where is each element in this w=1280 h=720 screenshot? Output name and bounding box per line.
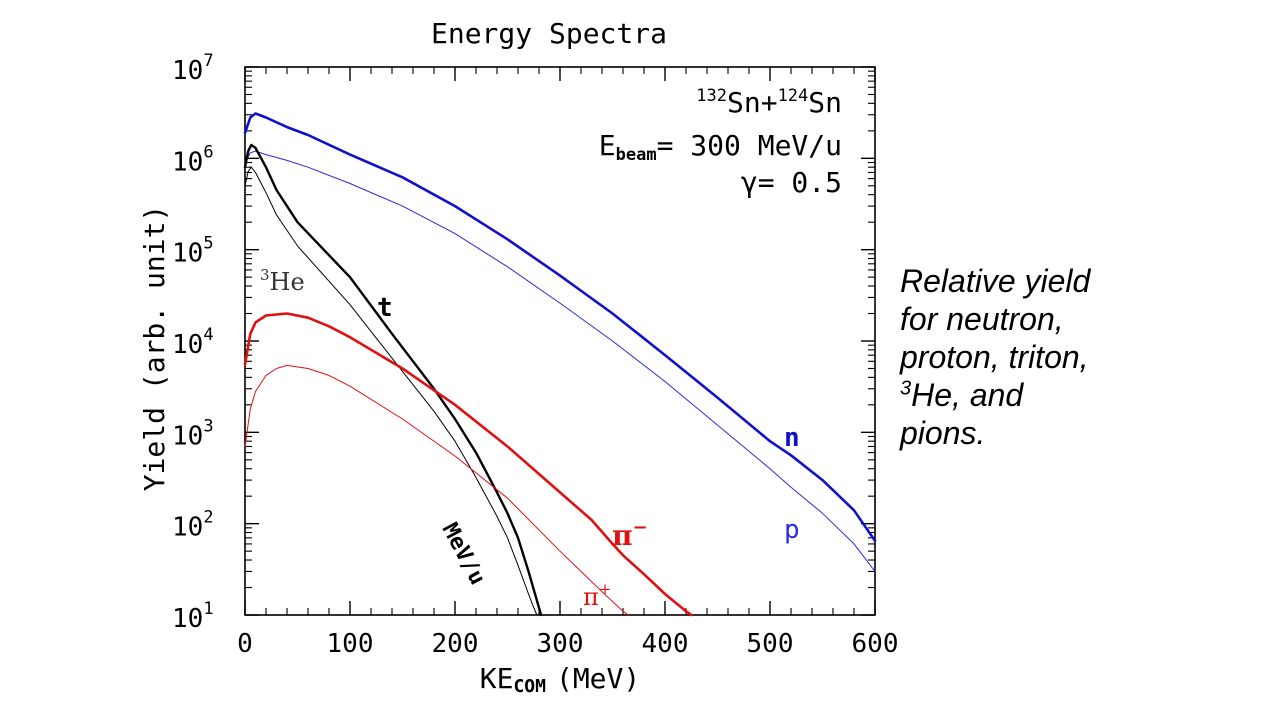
x-axis-label-sub: COM (513, 676, 546, 697)
y-tick-base: 10 (172, 56, 203, 86)
side-note-line4: 3He, and (900, 376, 1260, 414)
chart-title: Energy Spectra (431, 17, 667, 50)
y-tick-exponent: 3 (203, 416, 213, 436)
y-tick-exponent: 4 (203, 325, 213, 345)
series-line-1 (244, 150, 876, 572)
series-line-0 (243, 112, 877, 543)
y-tick-exponent: 1 (203, 599, 213, 619)
label-p: p (784, 515, 800, 545)
x-tick-labels: 0 100 200 300 400 500 600 (237, 629, 898, 659)
y-tick-label: 101 (172, 599, 214, 634)
y-tick-base: 10 (172, 604, 203, 634)
side-note-line3: proton, triton, (900, 339, 1089, 375)
y-tick-label: 104 (172, 325, 214, 360)
reaction-b-mass: 124 (778, 86, 809, 106)
x-tick-label: 500 (747, 629, 794, 659)
y-axis-label: Yield (arb. unit) (138, 205, 171, 492)
label-he3-sup: 3 (260, 266, 270, 284)
y-tick-exponent: 7 (203, 51, 213, 71)
x-ticks (244, 67, 876, 615)
x-axis-label-unit: (MeV) (556, 662, 640, 695)
x-axis-label-main: KE (480, 662, 514, 695)
reaction-a: Sn+ (727, 86, 778, 119)
beam-energy-value: = 300 MeV/u (657, 129, 842, 162)
label-he3: 3He (260, 266, 305, 296)
y-tick-exponent: 2 (203, 508, 213, 528)
y-tick-base: 10 (172, 147, 203, 177)
reaction-a-mass: 132 (696, 86, 727, 106)
side-note-line2: for neutron, (900, 301, 1064, 337)
y-tick-label: 105 (172, 234, 214, 269)
x-tick-label: 100 (327, 629, 374, 659)
y-ticks (245, 66, 875, 616)
reaction-label: 132Sn+124Sn (696, 86, 842, 119)
label-mev-per-u: MeV/u (437, 519, 490, 589)
label-t: t (377, 293, 393, 323)
y-tick-exponent: 5 (203, 234, 213, 254)
x-tick-label: 0 (237, 629, 253, 659)
x-tick-label: 600 (852, 629, 899, 659)
label-pi-minus: π− (612, 517, 648, 552)
side-note-line5: pions. (900, 415, 986, 451)
y-tick-base: 10 (172, 421, 203, 451)
x-tick-label: 300 (537, 629, 584, 659)
side-note-line4-text: He, and (911, 377, 1024, 413)
label-pi-plus: π+ (583, 580, 611, 611)
label-n: n (784, 423, 800, 453)
x-tick-label: 400 (642, 629, 689, 659)
y-tick-label: 102 (172, 508, 214, 543)
series-lines (243, 112, 877, 617)
label-he3-main: He (270, 268, 305, 296)
label-pi-plus-main: π (583, 583, 599, 611)
y-tick-label: 103 (172, 416, 214, 451)
label-pi-minus-main: π (612, 519, 633, 552)
y-tick-exponent: 6 (203, 142, 213, 162)
y-tick-base: 10 (172, 239, 203, 269)
side-note: Relative yield for neutron, proton, trit… (900, 262, 1260, 452)
label-pi-plus-sup: + (599, 580, 612, 598)
y-tick-label: 107 (172, 51, 214, 86)
beam-energy-label: Ebeam= 300 MeV/u (599, 129, 842, 165)
y-tick-base: 10 (172, 330, 203, 360)
y-tick-base: 10 (172, 513, 203, 543)
x-axis-label: KECOM (MeV) (480, 662, 641, 697)
side-note-he-sup: 3 (900, 377, 912, 400)
x-tick-label: 200 (432, 629, 479, 659)
reaction-b: Sn (808, 86, 842, 119)
series-line-5 (244, 364, 629, 616)
series-line-2 (243, 143, 543, 617)
beam-energy-main: E (599, 129, 616, 162)
side-note-line1: Relative yield (900, 263, 1091, 299)
series-line-4 (243, 312, 693, 617)
beam-energy-sub: beam (616, 145, 657, 165)
y-tick-label: 106 (172, 142, 214, 177)
label-pi-minus-sup: − (633, 517, 648, 538)
gamma-label: γ= 0.5 (741, 166, 842, 199)
series-line-3 (244, 166, 538, 616)
